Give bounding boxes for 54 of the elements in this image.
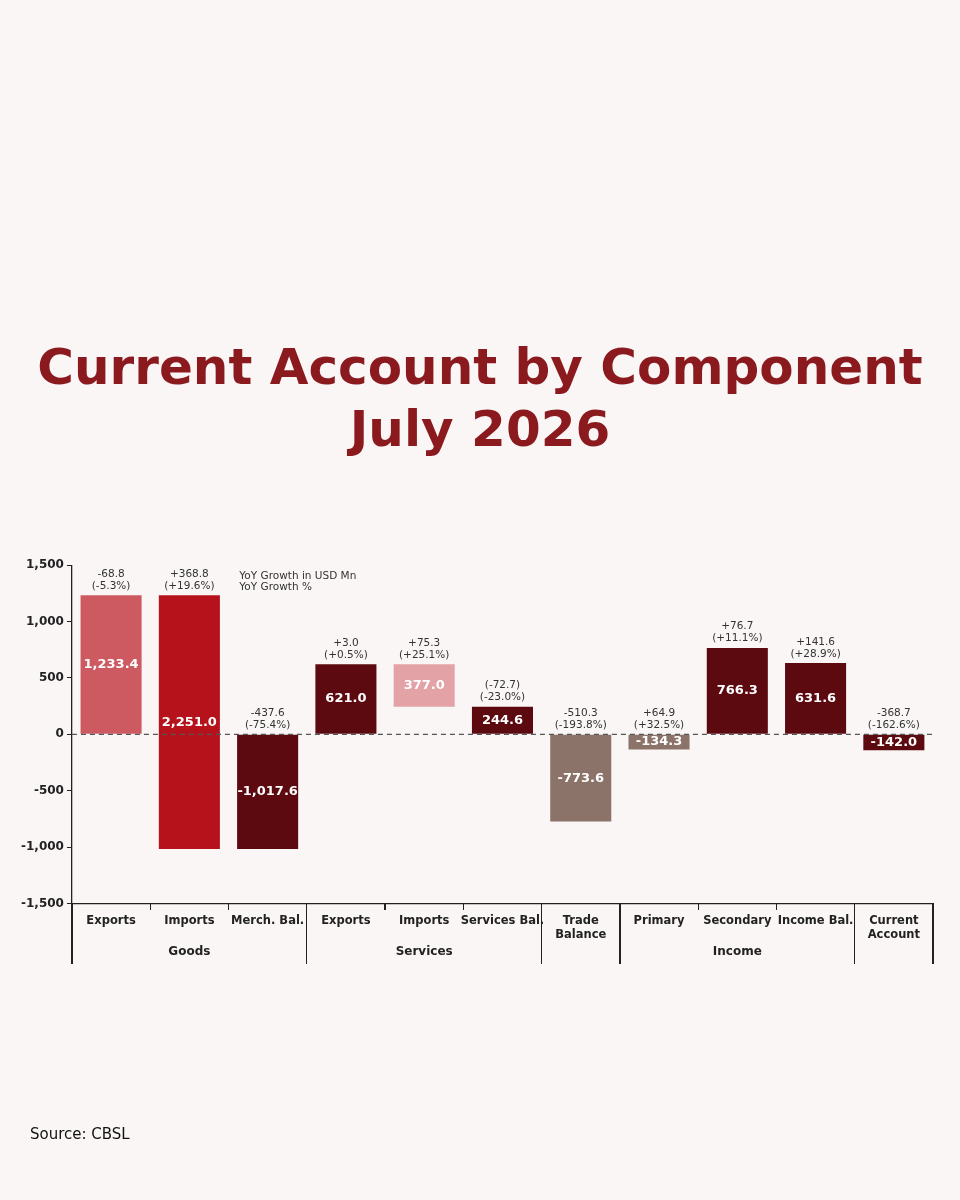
data-label: -142.0 — [870, 733, 918, 749]
x-tick-label: Trade Balance — [555, 913, 607, 942]
data-label: 2,251.0 — [161, 713, 217, 729]
data-label: 631.6 — [795, 689, 837, 705]
chart-subtitle: July 2026 — [346, 399, 612, 460]
bar — [393, 664, 455, 707]
text: Services — [395, 943, 453, 958]
data-label: 244.6 — [481, 711, 524, 727]
data-label: 1,233.4 — [83, 655, 139, 671]
annotation: -368.7 (-162.6%) — [867, 705, 920, 730]
bar — [158, 595, 220, 850]
annotation: +64.9 (+32.5%) — [633, 705, 685, 730]
annotation: YoY Growth in USD Mn YoY Growth % — [238, 569, 357, 593]
data-label: -773.6 — [557, 769, 604, 785]
text: Goods — [168, 943, 211, 958]
y-tick-label: -1,500 — [21, 895, 64, 910]
bar — [550, 734, 612, 822]
x-tick-label: Exports — [321, 913, 371, 928]
bar — [237, 734, 299, 850]
annotation: +75.3 (+25.1%) — [399, 635, 450, 660]
x-tick-label: Primary — [633, 913, 686, 928]
x-tick-label: Exports — [86, 913, 136, 928]
y-tick-label: 0 — [55, 726, 64, 741]
y-tick-label: 500 — [38, 670, 64, 685]
annotation: +368.8 (+19.6%) — [164, 566, 215, 591]
data-label: -134.3 — [635, 733, 683, 749]
x-tick-label: Current Account — [867, 913, 921, 942]
x-tick-label: Imports — [164, 913, 215, 928]
x-tick-label: Secondary — [703, 913, 772, 928]
bar — [706, 647, 768, 734]
bar — [785, 663, 847, 734]
annotation: -437.6 (-75.4%) — [244, 705, 291, 730]
annotation: +3.0 (+0.5%) — [324, 635, 368, 660]
text: Income — [712, 943, 762, 958]
y-tick-label: 1,500 — [25, 557, 64, 572]
bar — [315, 664, 377, 734]
annotation: -510.3 (-193.8%) — [554, 705, 607, 730]
annotation: +76.7 (+11.1%) — [712, 619, 763, 644]
annotation: +141.6 (+28.9%) — [790, 634, 841, 659]
data-label: 377.0 — [403, 676, 445, 692]
annotation: -68.8 (-5.3%) — [91, 566, 131, 591]
source-note: Source: CBSL — [30, 1125, 130, 1143]
bar — [80, 595, 142, 734]
data-label: 766.3 — [716, 682, 758, 698]
data-label: -1,017.6 — [237, 783, 298, 799]
x-tick-label: Imports — [398, 913, 450, 928]
y-tick-label: -1,000 — [21, 839, 64, 854]
y-tick-label: 1,000 — [25, 613, 64, 628]
y-tick-label: -500 — [33, 782, 64, 797]
data-label: 621.0 — [325, 690, 367, 706]
annotation: (-72.7) (-23.0%) — [479, 678, 526, 703]
x-tick-label: Merch. Bal. — [231, 913, 305, 928]
x-tick-label: Income Bal. — [777, 913, 854, 928]
chart-title: Current Account by Component — [36, 337, 924, 398]
